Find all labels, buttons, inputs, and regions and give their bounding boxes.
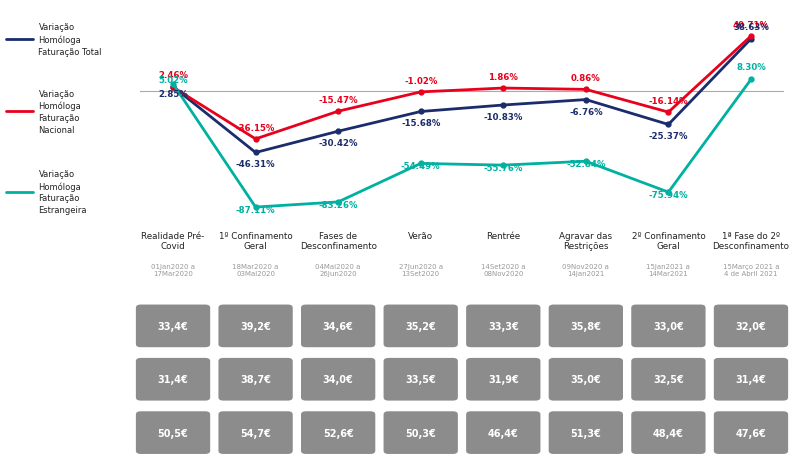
FancyBboxPatch shape xyxy=(218,358,293,400)
Text: 33,4€: 33,4€ xyxy=(158,321,189,331)
FancyBboxPatch shape xyxy=(136,358,210,400)
Text: -15.68%: -15.68% xyxy=(401,119,441,128)
Text: 34,6€: 34,6€ xyxy=(322,321,354,331)
Text: -10.83%: -10.83% xyxy=(483,113,523,122)
Text: -25.37%: -25.37% xyxy=(649,132,688,141)
Text: 1º Confinamento
Geral: 1º Confinamento Geral xyxy=(218,232,293,251)
FancyBboxPatch shape xyxy=(301,411,375,454)
FancyBboxPatch shape xyxy=(218,305,293,347)
Text: -54.49%: -54.49% xyxy=(401,162,441,171)
FancyBboxPatch shape xyxy=(218,411,293,454)
Text: -87.11%: -87.11% xyxy=(236,206,275,214)
FancyBboxPatch shape xyxy=(631,358,706,400)
Text: Variação
Homóloga
Faturação Total: Variação Homóloga Faturação Total xyxy=(38,24,102,56)
Text: 48,4€: 48,4€ xyxy=(653,428,684,438)
FancyBboxPatch shape xyxy=(631,305,706,347)
Text: 1ª Fase do 2º
Desconfinamento: 1ª Fase do 2º Desconfinamento xyxy=(713,232,790,251)
Text: 46,4€: 46,4€ xyxy=(488,428,518,438)
Text: -75.94%: -75.94% xyxy=(649,191,688,200)
Text: 5.02%: 5.02% xyxy=(158,76,188,85)
Text: 32,0€: 32,0€ xyxy=(735,321,766,331)
Text: 35,0€: 35,0€ xyxy=(570,375,602,384)
Text: Agravar das
Restrições: Agravar das Restrições xyxy=(559,232,613,251)
Text: 33,3€: 33,3€ xyxy=(488,321,518,331)
FancyBboxPatch shape xyxy=(301,358,375,400)
Text: 33,0€: 33,0€ xyxy=(653,321,684,331)
Text: 54,7€: 54,7€ xyxy=(240,428,271,438)
FancyBboxPatch shape xyxy=(466,358,541,400)
Text: 35,2€: 35,2€ xyxy=(406,321,436,331)
Text: 50,5€: 50,5€ xyxy=(158,428,189,438)
FancyBboxPatch shape xyxy=(383,305,458,347)
Text: 50,3€: 50,3€ xyxy=(406,428,436,438)
Text: -15.47%: -15.47% xyxy=(318,96,358,105)
FancyBboxPatch shape xyxy=(714,411,788,454)
Text: 51,3€: 51,3€ xyxy=(570,428,602,438)
Text: 2º Confinamento
Geral: 2º Confinamento Geral xyxy=(631,232,706,251)
Text: Variação
Homóloga
Faturação
Estrangeira: Variação Homóloga Faturação Estrangeira xyxy=(38,170,87,215)
Text: 15Jan2021 a
14Mar2021: 15Jan2021 a 14Mar2021 xyxy=(646,264,690,277)
Text: 52,6€: 52,6€ xyxy=(322,428,354,438)
Text: Realidade Pré-
Covid: Realidade Pré- Covid xyxy=(142,232,205,251)
FancyBboxPatch shape xyxy=(383,411,458,454)
Text: 31,4€: 31,4€ xyxy=(158,375,189,384)
Text: 32,5€: 32,5€ xyxy=(653,375,684,384)
Text: 47,6€: 47,6€ xyxy=(735,428,766,438)
FancyBboxPatch shape xyxy=(466,411,541,454)
Text: 27Jun2020 a
13Set2020: 27Jun2020 a 13Set2020 xyxy=(398,264,442,277)
FancyBboxPatch shape xyxy=(466,305,541,347)
FancyBboxPatch shape xyxy=(549,358,623,400)
FancyBboxPatch shape xyxy=(136,411,210,454)
Text: 31,4€: 31,4€ xyxy=(735,375,766,384)
Text: -30.42%: -30.42% xyxy=(318,139,358,148)
Text: -36.15%: -36.15% xyxy=(236,124,275,133)
Text: 1.86%: 1.86% xyxy=(488,73,518,82)
Text: 2.85%: 2.85% xyxy=(158,90,188,99)
Text: Rentrée: Rentrée xyxy=(486,232,520,240)
Text: 38.63%: 38.63% xyxy=(733,22,769,31)
FancyBboxPatch shape xyxy=(301,305,375,347)
Text: -55.76%: -55.76% xyxy=(483,164,523,173)
FancyBboxPatch shape xyxy=(714,358,788,400)
Text: 33,5€: 33,5€ xyxy=(406,375,436,384)
FancyBboxPatch shape xyxy=(714,305,788,347)
Text: -52.84%: -52.84% xyxy=(566,160,606,169)
Text: -83.26%: -83.26% xyxy=(318,200,358,209)
Text: 35,8€: 35,8€ xyxy=(570,321,602,331)
Text: 39,2€: 39,2€ xyxy=(240,321,271,331)
Text: 0.86%: 0.86% xyxy=(571,74,601,83)
Text: 34,0€: 34,0€ xyxy=(322,375,354,384)
Text: 15Março 2021 a
4 de Abril 2021: 15Março 2021 a 4 de Abril 2021 xyxy=(722,264,779,277)
Text: 31,9€: 31,9€ xyxy=(488,375,518,384)
Text: 38,7€: 38,7€ xyxy=(240,375,271,384)
Text: Verão: Verão xyxy=(408,232,434,240)
Text: 04Mai2020 a
26Jun2020: 04Mai2020 a 26Jun2020 xyxy=(315,264,361,277)
Text: -6.76%: -6.76% xyxy=(569,107,602,116)
FancyBboxPatch shape xyxy=(383,358,458,400)
Text: 01Jan2020 a
17Mar2020: 01Jan2020 a 17Mar2020 xyxy=(151,264,195,277)
FancyBboxPatch shape xyxy=(631,411,706,454)
Text: 40.71%: 40.71% xyxy=(733,21,769,30)
Text: 8.30%: 8.30% xyxy=(736,63,766,72)
Text: -16.14%: -16.14% xyxy=(649,97,688,106)
Text: 2.46%: 2.46% xyxy=(158,71,188,80)
FancyBboxPatch shape xyxy=(549,305,623,347)
Text: -46.31%: -46.31% xyxy=(236,160,275,169)
FancyBboxPatch shape xyxy=(549,411,623,454)
Text: 14Set2020 a
08Nov2020: 14Set2020 a 08Nov2020 xyxy=(481,264,526,277)
Text: -1.02%: -1.02% xyxy=(404,77,438,86)
Text: 09Nov2020 a
14Jan2021: 09Nov2020 a 14Jan2021 xyxy=(562,264,610,277)
Text: Fases de
Desconfinamento: Fases de Desconfinamento xyxy=(300,232,377,251)
Text: Variação
Homóloga
Faturação
Nacional: Variação Homóloga Faturação Nacional xyxy=(38,89,82,134)
FancyBboxPatch shape xyxy=(136,305,210,347)
Text: 18Mar2020 a
03Mai2020: 18Mar2020 a 03Mai2020 xyxy=(233,264,278,277)
